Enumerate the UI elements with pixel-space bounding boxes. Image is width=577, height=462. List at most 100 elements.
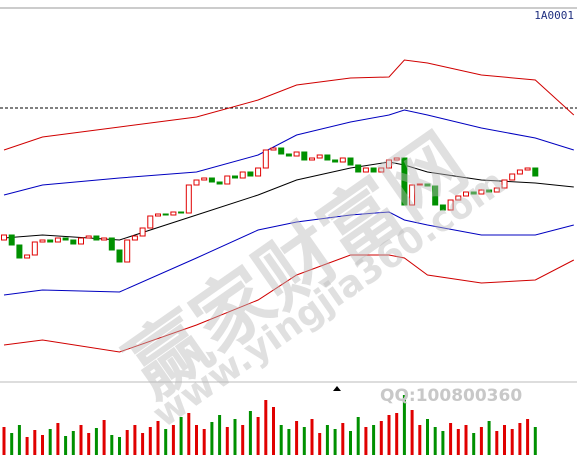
- volume-bar: [118, 437, 121, 455]
- volume-bar: [410, 410, 414, 455]
- volume-bar: [10, 433, 14, 455]
- candle: [47, 239, 54, 243]
- volume-bar: [87, 433, 91, 455]
- candle: [162, 213, 169, 216]
- candle: [24, 254, 31, 259]
- volume-bar: [387, 415, 391, 455]
- candle: [355, 164, 362, 173]
- candle: [393, 157, 400, 161]
- volume-bar: [110, 435, 114, 455]
- candle: [516, 169, 523, 175]
- candle: [208, 177, 215, 183]
- candle: [131, 235, 138, 241]
- volume-bar: [356, 417, 360, 455]
- volume-bar: [64, 436, 68, 455]
- candle: [8, 234, 15, 246]
- volume-bar: [102, 420, 106, 455]
- candle: [439, 204, 446, 211]
- volume-bar: [510, 429, 514, 455]
- candle: [216, 181, 223, 185]
- candle: [85, 235, 92, 239]
- volume-bar: [56, 423, 60, 455]
- candle: [339, 157, 346, 163]
- candle: [509, 173, 516, 181]
- volume-bar: [487, 421, 491, 455]
- contact: QQ:100800360: [380, 386, 522, 406]
- candle: [486, 189, 493, 193]
- candle: [54, 237, 61, 243]
- volume-bar: [341, 423, 345, 455]
- volume-bar: [518, 423, 522, 455]
- volume-bar: [395, 413, 399, 455]
- candle: [478, 189, 485, 195]
- volume-bar: [233, 419, 237, 455]
- candle: [455, 195, 462, 201]
- volume-bar: [264, 400, 268, 455]
- candle: [493, 187, 500, 193]
- volume-bar: [333, 429, 337, 455]
- volume-bar: [133, 425, 137, 455]
- volume-bar: [418, 425, 422, 455]
- volume-bar: [325, 425, 329, 455]
- candle: [147, 215, 154, 229]
- candle: [362, 167, 369, 173]
- volume-bar: [241, 425, 245, 455]
- volume-bar: [164, 429, 168, 455]
- volume-bar: [225, 427, 229, 455]
- volume-bar: [94, 428, 98, 455]
- candle: [270, 147, 277, 151]
- volume-bar: [302, 427, 306, 455]
- plot: [0, 59, 577, 455]
- candle: [347, 157, 354, 166]
- candle: [39, 239, 46, 243]
- candle: [309, 157, 315, 161]
- volume-bar: [272, 407, 275, 455]
- volume-bar: [279, 425, 283, 455]
- candle: [409, 184, 416, 206]
- volume-bar: [479, 427, 483, 455]
- volume-bar: [441, 431, 445, 455]
- volume-bar: [179, 417, 183, 455]
- candle: [301, 151, 308, 161]
- candle: [170, 211, 177, 216]
- volume-bar: [141, 433, 145, 455]
- candle: [262, 149, 269, 169]
- volume-bar: [495, 431, 499, 455]
- candle: [247, 171, 254, 177]
- candle: [255, 167, 262, 177]
- candle: [232, 175, 238, 179]
- candle: [70, 239, 77, 245]
- candle: [155, 213, 161, 217]
- volume-bar: [17, 425, 21, 455]
- candle: [201, 177, 208, 181]
- volume-bar: [464, 425, 468, 455]
- candle: [316, 154, 323, 159]
- volume-bar: [156, 421, 160, 455]
- candle: [116, 249, 123, 263]
- volume-bar: [456, 429, 460, 455]
- candle: [524, 167, 531, 171]
- volume-bar: [472, 433, 476, 455]
- candle: [139, 227, 146, 237]
- candle: [31, 241, 38, 256]
- volume-bar: [372, 425, 376, 455]
- volume-bar: [533, 427, 537, 455]
- candle: [108, 237, 115, 251]
- volume-bar: [171, 425, 175, 455]
- band-line: [3, 109, 574, 196]
- candle: [501, 179, 508, 189]
- candle: [185, 184, 192, 214]
- symbol: 1A0001: [534, 9, 574, 22]
- volume-bar: [295, 421, 299, 455]
- candle: [285, 153, 292, 157]
- candle: [239, 171, 246, 179]
- volume-bar: [210, 422, 214, 455]
- candle: [470, 191, 477, 195]
- volume-bar: [33, 430, 37, 455]
- candle: [424, 183, 431, 187]
- volume-bar: [2, 427, 6, 455]
- marker: [333, 386, 341, 391]
- band-line: [3, 59, 575, 151]
